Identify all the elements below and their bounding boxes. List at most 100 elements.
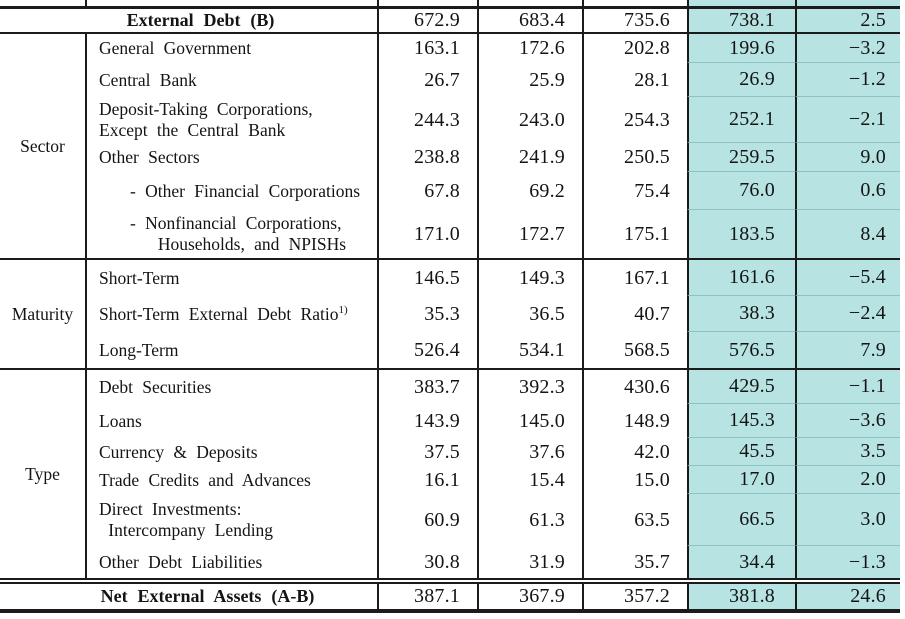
group-label-maturity: Maturity — [11, 303, 74, 324]
row-label: Other Sectors — [85, 143, 377, 172]
value-cell: 387.1 — [377, 584, 477, 609]
row-label: Short-Term External Debt Ratio1) — [85, 296, 377, 332]
value-cell: 42.0 — [582, 438, 687, 466]
value-cell-highlighted: 45.5 — [687, 438, 795, 466]
value-cell-highlighted: 2.5 — [795, 9, 900, 32]
value-cell-highlighted: 76.0 — [687, 172, 795, 210]
section-divider — [0, 32, 900, 34]
table-row: Central Bank 26.7 25.9 28.1 26.9 −1.2 — [0, 63, 900, 97]
row-label-net-external-assets: Net External Assets (A-B) — [100, 586, 315, 606]
value-cell: 238.8 — [377, 143, 477, 172]
value-cell: 60.9 — [377, 494, 477, 546]
value-cell: 163.1 — [377, 34, 477, 63]
table-row: Deposit-Taking Corporations, Except the … — [0, 97, 900, 143]
value-cell-highlighted: 66.5 — [687, 494, 795, 546]
value-cell: 244.3 — [377, 97, 477, 143]
value-cell-highlighted: −1.3 — [795, 546, 900, 578]
value-cell: 683.4 — [477, 9, 582, 32]
value-cell-highlighted: −3.6 — [795, 404, 900, 438]
row-label: Currency & Deposits — [85, 438, 377, 466]
partial-row-cell — [85, 0, 377, 6]
table-row: Sector General Government 163.1 172.6 20… — [0, 34, 900, 156]
value-cell: 37.5 — [377, 438, 477, 466]
value-cell-highlighted: 2.0 — [795, 466, 900, 494]
table-row: - Nonfinancial Corporations, Households,… — [0, 210, 900, 258]
row-label: General Government — [85, 34, 377, 63]
value-cell: 171.0 — [377, 210, 477, 258]
value-cell-highlighted: 3.5 — [795, 438, 900, 466]
value-cell: 202.8 — [582, 34, 687, 63]
value-cell-highlighted: −1.2 — [795, 63, 900, 97]
group-label-type: Type — [25, 463, 60, 484]
value-cell: 36.5 — [477, 296, 582, 332]
value-cell: 392.3 — [477, 370, 582, 404]
row-label: Deposit-Taking Corporations, Except the … — [85, 97, 377, 143]
table-row: Currency & Deposits 37.5 37.6 42.0 45.5 … — [0, 438, 900, 466]
value-cell: 61.3 — [477, 494, 582, 546]
value-cell-highlighted: 26.9 — [687, 63, 795, 97]
row-label: Direct Investments: Intercompany Lending — [85, 494, 377, 546]
row-label-external-debt: External Debt (B) — [126, 10, 275, 30]
row-label: Other Debt Liabilities — [85, 546, 377, 578]
table-row: Short-Term External Debt Ratio1) 35.3 36… — [0, 296, 900, 332]
value-cell: 430.6 — [582, 370, 687, 404]
value-cell: 35.7 — [582, 546, 687, 578]
row-label: Trade Credits and Advances — [85, 466, 377, 494]
value-cell-highlighted: 161.6 — [687, 260, 795, 296]
value-cell: 25.9 — [477, 63, 582, 97]
value-cell-highlighted: 24.6 — [795, 584, 900, 609]
double-rule — [0, 578, 900, 584]
value-cell: 31.9 — [477, 546, 582, 578]
value-cell-highlighted: −3.2 — [795, 34, 900, 63]
section-divider — [0, 368, 900, 370]
section-divider — [0, 258, 900, 260]
table-row: Other Debt Liabilities 30.8 31.9 35.7 34… — [0, 546, 900, 578]
value-cell-highlighted: −2.4 — [795, 296, 900, 332]
value-cell: 40.7 — [582, 296, 687, 332]
row-label: Long-Term — [85, 332, 377, 368]
value-cell: 146.5 — [377, 260, 477, 296]
partial-row-cell — [477, 0, 582, 6]
value-cell: 167.1 — [582, 260, 687, 296]
partial-top-row — [0, 0, 900, 6]
value-cell-highlighted: 7.9 — [795, 332, 900, 368]
value-cell-highlighted: 34.4 — [687, 546, 795, 578]
value-cell: 568.5 — [582, 332, 687, 368]
value-cell-highlighted: 9.0 — [795, 143, 900, 172]
table-row-net-external-assets: Net External Assets (A-B) 387.1 367.9 35… — [0, 584, 900, 609]
footnote-marker: 1) — [338, 303, 348, 316]
value-cell: 241.9 — [477, 143, 582, 172]
value-cell: 357.2 — [582, 584, 687, 609]
row-label: - Nonfinancial Corporations, Households,… — [85, 210, 377, 258]
value-cell: 15.4 — [477, 466, 582, 494]
value-cell-highlighted: 183.5 — [687, 210, 795, 258]
row-label: Short-Term — [85, 260, 377, 296]
row-label: Loans — [85, 404, 377, 438]
partial-row-cell — [795, 0, 900, 6]
row-label: Debt Securities — [85, 370, 377, 404]
value-cell: 383.7 — [377, 370, 477, 404]
group-label-sector: Sector — [20, 135, 65, 156]
value-cell: 735.6 — [582, 9, 687, 32]
value-cell-highlighted: 199.6 — [687, 34, 795, 63]
table-row: Direct Investments: Intercompany Lending… — [0, 494, 900, 546]
value-cell: 243.0 — [477, 97, 582, 143]
table-row: - Other Financial Corporations 67.8 69.2… — [0, 172, 900, 210]
table-row: Long-Term 526.4 534.1 568.5 576.5 7.9 — [0, 332, 900, 368]
row-label-text: Short-Term External Debt Ratio — [99, 303, 339, 324]
value-cell-highlighted: 8.4 — [795, 210, 900, 258]
table-row: Loans 143.9 145.0 148.9 145.3 −3.6 — [0, 404, 900, 438]
value-cell-highlighted: 0.6 — [795, 172, 900, 210]
thick-rule-bottom — [0, 609, 900, 613]
value-cell-highlighted: −5.4 — [795, 260, 900, 296]
value-cell-highlighted: 3.0 — [795, 494, 900, 546]
value-cell: 16.1 — [377, 466, 477, 494]
value-cell: 148.9 — [582, 404, 687, 438]
value-cell-highlighted: 738.1 — [687, 9, 795, 32]
value-cell-highlighted: −1.1 — [795, 370, 900, 404]
value-cell: 526.4 — [377, 332, 477, 368]
value-cell: 145.0 — [477, 404, 582, 438]
value-cell: 69.2 — [477, 172, 582, 210]
value-cell-highlighted: 38.3 — [687, 296, 795, 332]
